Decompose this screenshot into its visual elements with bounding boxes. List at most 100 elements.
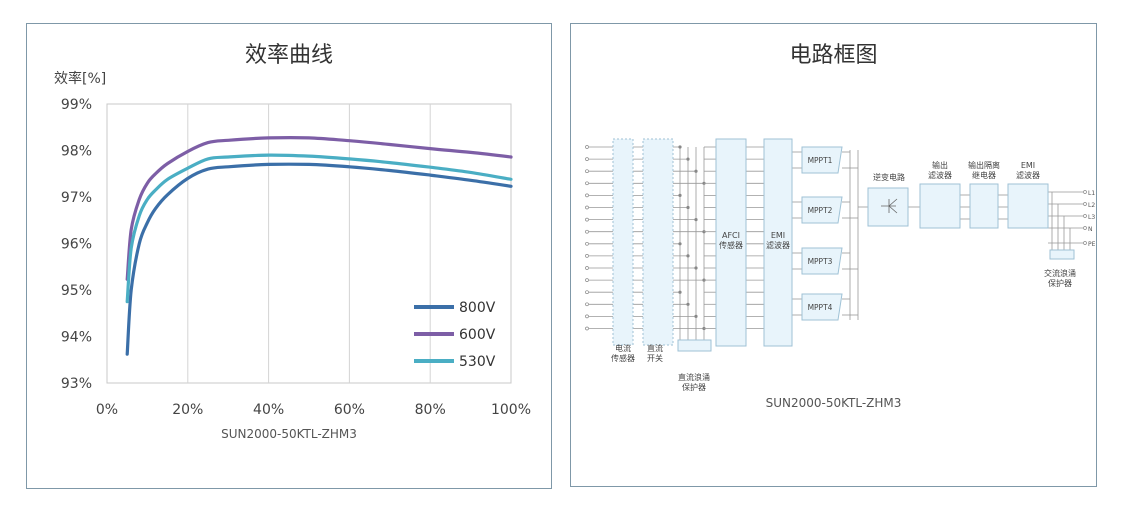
y-tick-label: 93% [61,376,92,392]
pv-input-terminal [585,254,589,258]
x-tick-label: 80% [415,402,446,418]
emi-in-label: 滤波器 [766,240,790,250]
ac-spd-block [1049,249,1075,260]
mppt-label: MPPT4 [808,303,833,312]
pv-input-terminal [585,205,589,210]
emi-out-block [1007,183,1049,229]
output-terminal [1083,226,1087,230]
output-terminal [1083,241,1087,245]
pv-input-terminal [585,181,589,186]
chart-legend: 800V 600V 530V [414,300,496,370]
junction-dot [686,254,690,258]
y-tick-label: 98% [61,144,92,160]
pv-input-terminal [585,193,589,198]
output-label: L1 [1088,190,1095,197]
inverter-label: 逆变电路 [873,172,905,182]
pv-input-terminal [585,290,589,295]
series-line-600V [125,136,513,281]
diagram-model-label: SUN2000-50KTL-ZHM3 [765,396,902,410]
junction-dot [694,314,698,318]
x-tick-label: 100% [491,402,531,418]
pv-input-terminal [585,326,589,331]
chart-series [125,136,513,356]
output-label: N [1088,226,1093,233]
output-terminal [1083,214,1087,218]
chart-grid [106,103,512,384]
mppt-block [801,293,843,321]
series-line-530V [125,153,513,304]
dc-spd-label: 保护器 [682,382,706,392]
dc-switch-label: 开关 [647,353,663,363]
output-relay-label: 输出隔离 [968,160,1000,170]
ac-spd-label: 保护器 [1048,278,1072,288]
transistor-icon [881,198,898,214]
dc-switch-block [642,138,674,346]
afci-label: 传感器 [719,240,743,250]
x-tick-label: 60% [334,402,365,418]
pv-input-terminal [585,314,589,319]
ac-spd-label: 交流浪涌 [1044,268,1076,278]
mppt-label: MPPT2 [808,206,833,215]
dc-spd-label: 直流浪涌 [678,372,710,382]
pv-input-terminal [585,169,589,174]
output-terminal [1083,190,1087,194]
emi-in-block [763,138,793,347]
x-tick-label: 20% [172,402,203,418]
legend-label-530V: 530V [459,354,496,370]
y-tick-label: 96% [61,237,92,253]
inverter-block [867,187,909,227]
output-label: L2 [1088,202,1095,209]
x-tick-label: 0% [96,402,118,418]
y-tick-label: 94% [61,330,92,346]
mppt-block [801,146,843,174]
y-tick-label: 99% [61,97,92,113]
legend-label-800V: 800V [459,300,496,316]
pv-input-terminal [585,241,589,246]
junction-dot [678,193,682,197]
diagram-blocks: 电流传感器直流开关直流浪涌保护器AFCI传感器EMI滤波器MPPT1MPPT2M… [611,138,1096,392]
x-tick-label: 40% [253,402,284,418]
mppt-label: MPPT1 [808,156,833,165]
plot-area-frame [106,103,512,384]
pv-input-terminal [585,217,589,222]
output-label: PE [1088,241,1096,248]
series-line-800V [125,162,513,356]
pv-input-terminal [585,302,589,307]
mppt-label: MPPT3 [808,257,833,266]
junction-dot [686,157,690,161]
efficiency-chart-panel: 效率曲线 SUN2000-50KTL-ZHM3 [26,23,552,489]
dc-switch-label: 直流 [647,343,663,353]
chart-title: 效率曲线 [244,43,333,68]
output-label: L3 [1088,214,1095,221]
junction-dot [678,145,682,149]
junction-dot [686,302,690,306]
emi-out-label: 滤波器 [1016,170,1040,180]
chart-ticks: 0% 20% 40% 60% 80% 100% 93% 94% 95% 96% 97% 98% 99% [61,97,531,418]
emi-out-label: EMI [1021,161,1035,170]
afci-block [715,138,747,347]
pv-input-terminal [585,157,589,161]
output-relay-block [969,183,999,229]
output-filter-label: 滤波器 [928,170,952,180]
pv-input-terminal [585,278,589,282]
junction-dot [678,290,682,294]
afci-label: AFCI [722,231,740,240]
emi-in-label: EMI [771,231,785,240]
current-sensor-label: 电流 [615,343,631,353]
y-tick-label: 97% [61,190,92,206]
output-terminal [1083,202,1087,206]
junction-dot [694,169,698,173]
chart-model-label: SUN2000-50KTL-ZHM3 [221,427,357,441]
junction-dot [678,242,682,246]
output-relay-label: 继电器 [972,170,996,180]
diagram-title: 电路框图 [789,43,878,68]
junction-dot [694,266,698,270]
output-filter-block [919,183,961,229]
y-axis-label: 效率[%] [54,70,106,87]
dc-spd-block [677,339,712,352]
pv-input-terminal [585,229,589,234]
junction-dot [694,218,698,222]
current-sensor-block [612,138,634,346]
